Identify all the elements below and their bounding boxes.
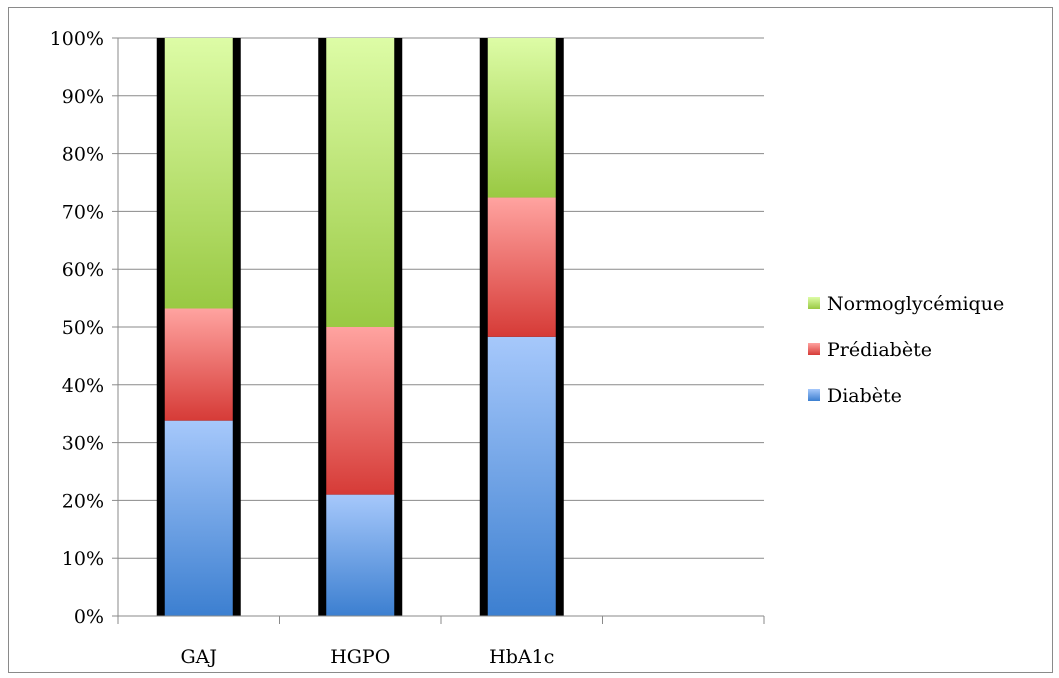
bar-segment-GAJ-1 (165, 309, 233, 421)
bar-segment-HGPO-0 (326, 495, 394, 616)
x-category-label: GAJ (180, 646, 217, 668)
y-tick-label: 60% (62, 259, 104, 281)
bar-segment-HbA1c-2 (488, 38, 556, 198)
bar-segment-HbA1c-0 (488, 337, 556, 616)
y-tick-label: 0% (74, 606, 104, 628)
bar-segment-HbA1c-1 (488, 198, 556, 337)
y-tick-label: 30% (62, 433, 104, 455)
y-tick-label: 80% (62, 144, 104, 166)
legend-label: Prédiabète (827, 339, 932, 361)
y-tick-label: 90% (62, 86, 104, 108)
legend-swatch (808, 297, 820, 309)
x-category-label: HbA1c (489, 646, 554, 668)
legend-swatch (808, 389, 820, 401)
bar-segment-HGPO-1 (326, 327, 394, 495)
y-tick-label: 20% (62, 490, 104, 512)
y-tick-label: 100% (50, 28, 104, 50)
bar-segment-HGPO-2 (326, 38, 394, 327)
legend-label: Diabète (827, 385, 902, 407)
bar-segment-GAJ-2 (165, 38, 233, 309)
x-category-label: HGPO (330, 646, 390, 668)
bar-segment-GAJ-0 (165, 421, 233, 616)
y-tick-label: 70% (62, 201, 104, 223)
bars (157, 38, 564, 616)
legend-label: Normoglycémique (827, 293, 1004, 315)
legend-swatch (808, 343, 820, 355)
y-tick-label: 10% (62, 548, 104, 570)
y-tick-label: 50% (62, 317, 104, 339)
y-tick-label: 40% (62, 375, 104, 397)
